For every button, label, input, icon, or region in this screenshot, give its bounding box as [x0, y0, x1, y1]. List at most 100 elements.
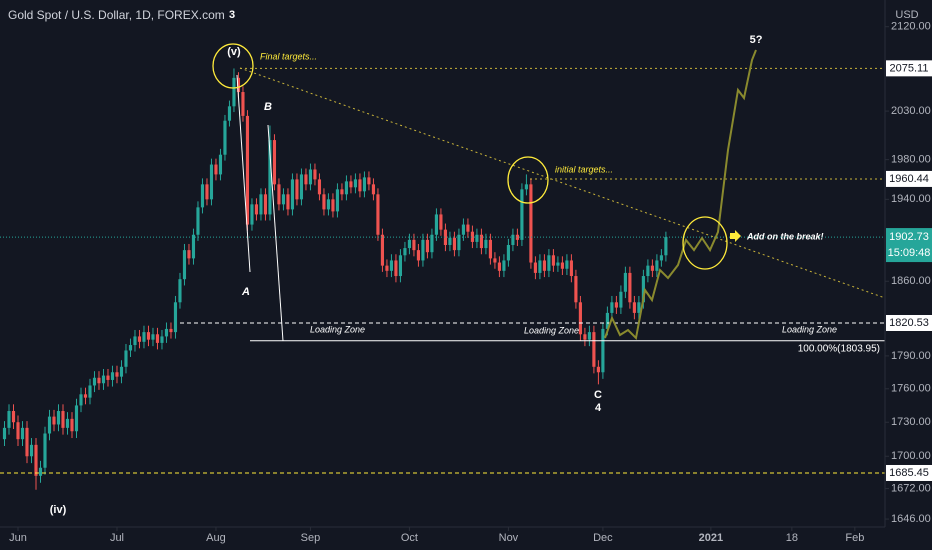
wave-label: B [264, 101, 272, 113]
candle-body [272, 140, 277, 185]
candle-body [506, 244, 510, 261]
price-label-box [886, 314, 932, 331]
candle-body [565, 260, 569, 269]
candle-body [650, 265, 654, 271]
candle-body [38, 467, 43, 476]
candle-body [389, 260, 394, 271]
candle-body [263, 194, 268, 215]
candle-body [358, 179, 362, 192]
candle-body [151, 334, 155, 340]
candle-body [187, 250, 191, 259]
candle-body [218, 154, 223, 175]
candle-body [286, 194, 290, 210]
candle-body [7, 411, 11, 428]
annotation: Add on the break! [746, 231, 824, 241]
candle-body [524, 184, 528, 190]
candle-body [232, 77, 236, 107]
candle-body [119, 366, 124, 377]
candle-body [281, 194, 286, 205]
candle-body [412, 239, 416, 251]
candle-body [398, 255, 403, 277]
candle-body [430, 234, 434, 253]
plot-area: 100.00%(1803.95) [0, 67, 885, 490]
candle-body [475, 234, 479, 242]
zone-label: Loading Zone [524, 325, 579, 335]
candle-body [160, 336, 164, 343]
candle-body [488, 239, 492, 259]
y-tick-label: 2120.00 [891, 21, 931, 33]
candle-body [646, 265, 650, 277]
candle-body [425, 239, 430, 253]
candle-body [29, 444, 34, 457]
candle-body [34, 444, 38, 476]
candle-body [493, 258, 497, 263]
y-tick-label: 1790.00 [891, 350, 931, 362]
candle-body [227, 106, 232, 121]
candle-body [290, 179, 295, 210]
candle-body [610, 302, 614, 313]
candle-body [655, 260, 659, 271]
candle-body [209, 164, 214, 200]
candle-body [65, 418, 70, 428]
candle-body [439, 214, 443, 230]
current-price-box [886, 228, 932, 263]
candle-body [394, 260, 398, 277]
x-tick-label: Nov [499, 532, 519, 544]
projection-path [604, 49, 757, 341]
candle-body [70, 418, 74, 432]
y-tick-label: 1860.00 [891, 275, 931, 287]
candle-body [619, 291, 623, 308]
candle-body [299, 174, 304, 200]
candle-body [245, 115, 250, 225]
candle-body [637, 302, 641, 313]
annotation: Final targets... [260, 51, 317, 61]
candle-body [142, 332, 146, 342]
zone-label: Loading Zone [782, 324, 837, 334]
candle-body [169, 328, 173, 333]
candle-body [200, 184, 205, 208]
current-price-label: 1902.73 [889, 231, 929, 243]
candle-body [331, 199, 335, 212]
candle-body [362, 177, 367, 192]
candle-body [250, 204, 254, 225]
candle-body [146, 332, 151, 340]
trend-line [239, 67, 886, 299]
candle-body [101, 375, 106, 384]
candle-body [295, 179, 299, 200]
candle-body [56, 411, 61, 425]
candle-body [11, 411, 16, 423]
wave-label: (iv) [50, 504, 67, 516]
wave-line [236, 74, 251, 273]
candle-body [466, 224, 470, 232]
candle-body [52, 416, 56, 425]
currency-label: USD [895, 9, 918, 21]
zone-label: Loading Zone [310, 324, 365, 334]
x-tick-label: Feb [845, 532, 864, 544]
candle-body [2, 427, 7, 440]
x-tick-label: Oct [401, 532, 418, 544]
candle-body [353, 179, 358, 188]
candle-body [74, 405, 79, 432]
candle-body [340, 189, 344, 195]
candle-body [605, 312, 609, 329]
candle-body [47, 416, 52, 434]
price-label: 1685.45 [889, 467, 929, 479]
candle-body [376, 194, 380, 235]
candle-body [344, 181, 349, 195]
y-tick-label: 1646.00 [891, 513, 931, 525]
wave-label: (v) [227, 46, 241, 58]
candle-body [124, 350, 128, 367]
price-label-box [886, 60, 932, 77]
candle-body [416, 250, 421, 261]
candle-body [511, 234, 515, 245]
x-tick-label: 2021 [699, 532, 723, 544]
candle-body [137, 336, 142, 342]
candle-body [128, 345, 133, 351]
candle-body [529, 184, 533, 263]
candle-body [79, 394, 83, 406]
candle-body [88, 385, 92, 398]
x-tick-label: Dec [593, 532, 613, 544]
